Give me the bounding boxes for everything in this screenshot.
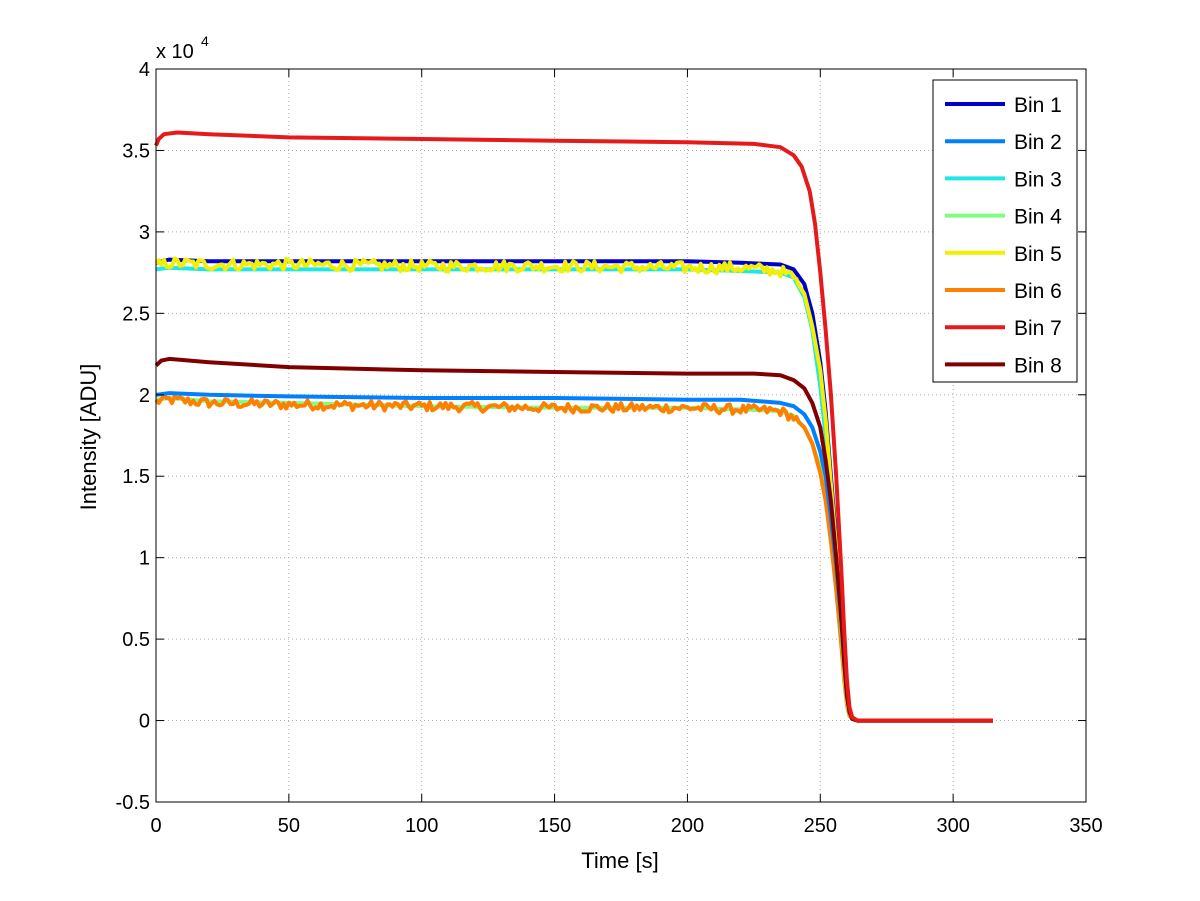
y-tick-label: 2.5 bbox=[122, 303, 150, 325]
legend-label: Bin 3 bbox=[1014, 168, 1062, 191]
y-axis-label: Intensity [ADU] bbox=[76, 364, 101, 511]
x-tick-label: 200 bbox=[671, 815, 704, 837]
plot-area bbox=[156, 69, 1086, 802]
series-lines bbox=[154, 130, 993, 723]
grid bbox=[156, 69, 1086, 802]
legend-box bbox=[932, 79, 1078, 383]
legend-label: Bin 2 bbox=[1014, 131, 1062, 154]
y-multiplier-label: x 10 bbox=[156, 41, 194, 63]
legend-label: Bin 4 bbox=[1014, 206, 1062, 229]
legend-label: Bin 6 bbox=[1014, 280, 1062, 303]
series-line-bin-7 bbox=[154, 130, 993, 723]
legend-label: Bin 1 bbox=[1014, 94, 1062, 117]
y-tick-label: 4 bbox=[139, 59, 150, 81]
y-tick-label: 0 bbox=[139, 711, 150, 733]
y-tick-label: 3.5 bbox=[122, 140, 150, 162]
x-tick-label: 300 bbox=[936, 815, 969, 837]
x-axis-label: Time [s] bbox=[581, 848, 658, 873]
x-tick-label: 350 bbox=[1069, 815, 1102, 837]
y-tick-label: 0.5 bbox=[122, 629, 150, 651]
y-tick-label: 2 bbox=[139, 385, 150, 407]
x-tick-label: 50 bbox=[278, 815, 300, 837]
plot-frame bbox=[155, 68, 1087, 803]
x-tick-label: 100 bbox=[405, 815, 438, 837]
y-tick-label: -0.5 bbox=[116, 792, 150, 814]
legend-label: Bin 7 bbox=[1014, 317, 1062, 340]
legend-label: Bin 8 bbox=[1014, 354, 1062, 377]
legend: Bin 1 Bin 2 Bin 3 Bin 4 Bin 5 Bin 6 Bin 7 Bin 8 bbox=[932, 79, 1078, 383]
y-tick-label: 1 bbox=[139, 548, 150, 570]
ticks: 0 50 100 150 200 250 300 350-0.500.511.522.533.… bbox=[116, 59, 1103, 837]
y-tick-label: 1.5 bbox=[122, 466, 150, 488]
y-multiplier-exponent: 4 bbox=[201, 33, 209, 49]
y-tick-label: 3 bbox=[139, 222, 150, 244]
x-tick-label: 0 bbox=[150, 815, 161, 837]
x-tick-label: 250 bbox=[804, 815, 837, 837]
legend-label: Bin 5 bbox=[1014, 243, 1062, 266]
x-tick-label: 150 bbox=[538, 815, 571, 837]
